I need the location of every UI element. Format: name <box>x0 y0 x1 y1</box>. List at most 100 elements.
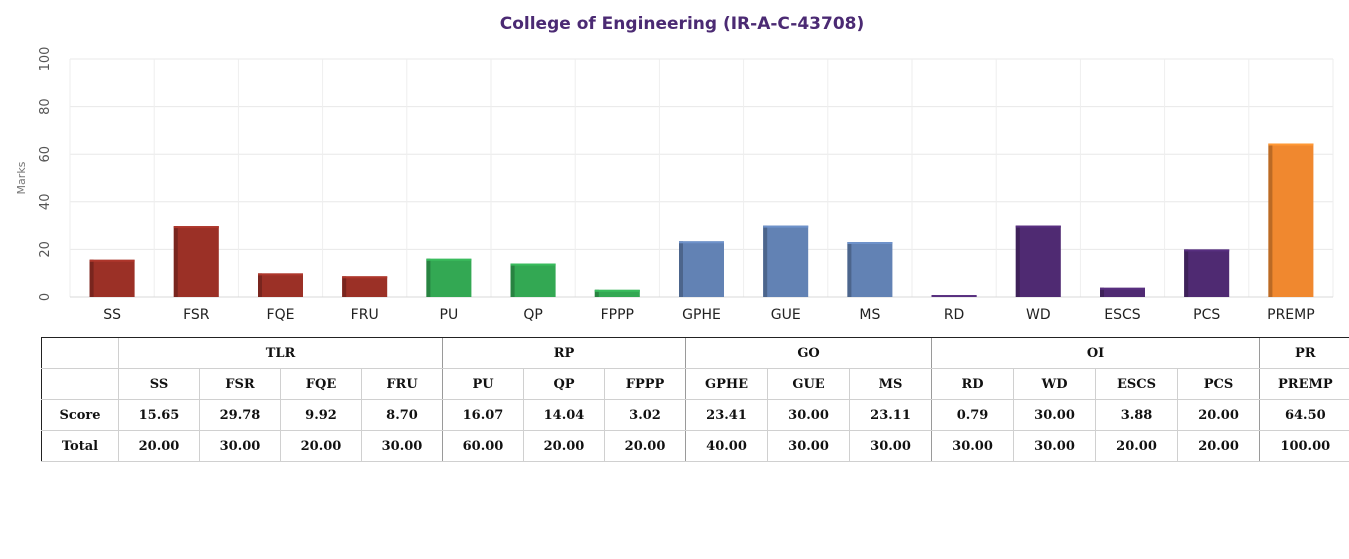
bar-gue <box>763 225 809 297</box>
param-header: PU <box>442 368 524 400</box>
bar-top-highlight <box>89 259 135 262</box>
x-tick-label: PCS <box>1193 307 1220 323</box>
bar-side-shade <box>594 289 599 297</box>
score-cell: 20.00 <box>1177 399 1260 431</box>
bar-escs <box>1100 287 1145 297</box>
bar-side-shade <box>173 226 178 297</box>
bar-top-highlight <box>1015 225 1061 228</box>
bar-body <box>847 241 893 297</box>
bar-fppp <box>594 289 640 297</box>
bar-top-highlight <box>1184 249 1230 252</box>
bar-pcs <box>1184 249 1230 297</box>
bar-body <box>594 289 640 297</box>
bar-top-highlight <box>426 258 472 261</box>
group-header-tlr: TLR <box>118 337 443 369</box>
bar-wd <box>1015 225 1061 297</box>
bar-side-shade <box>1015 225 1020 297</box>
bar-body <box>1015 225 1061 297</box>
bar-top-highlight <box>931 295 977 297</box>
bar-top-highlight <box>173 226 219 229</box>
score-cell: 3.02 <box>603 399 686 431</box>
bar-fsr <box>173 226 219 297</box>
table-row-label-blank <box>41 368 119 400</box>
bar-side-shade <box>510 263 515 297</box>
param-header: QP <box>523 368 605 400</box>
bar-fru <box>342 276 388 297</box>
param-header: GUE <box>767 368 850 400</box>
bar-side-shade <box>258 273 262 297</box>
bar-gphe <box>679 241 724 297</box>
total-cell: 30.00 <box>849 430 932 462</box>
x-tick-label: WD <box>1026 307 1051 323</box>
bar-side-shade <box>1184 249 1189 297</box>
bar-body <box>1100 287 1145 297</box>
total-cell: 20.00 <box>118 430 200 462</box>
score-cell: 8.70 <box>361 399 443 431</box>
x-tick-label: FSR <box>183 307 210 323</box>
group-header-rp: RP <box>441 337 686 369</box>
score-cell: 23.41 <box>685 399 768 431</box>
bars <box>89 143 1314 297</box>
total-cell: 20.00 <box>280 430 362 462</box>
bar-body <box>1268 143 1314 297</box>
total-cell: 30.00 <box>199 430 281 462</box>
total-cell: 100.00 <box>1259 430 1349 462</box>
y-axis-ticks: 0 20 40 60 80 100 <box>38 47 53 302</box>
bar-side-shade <box>847 241 852 297</box>
bar-body <box>426 258 472 297</box>
table-param-row: SS FSR FQE FRU PU QP FPPP GPHE GUE MS RD… <box>41 368 1349 400</box>
x-tick-label: GUE <box>771 307 801 323</box>
chart-title: College of Engineering (IR-A-C-43708) <box>500 14 865 34</box>
bar-top-highlight <box>1268 143 1314 146</box>
score-cell: 23.11 <box>849 399 932 431</box>
bar-top-highlight <box>258 273 303 276</box>
total-cell: 40.00 <box>685 430 768 462</box>
total-cell: 20.00 <box>603 430 686 462</box>
total-cell: 30.00 <box>1013 430 1096 462</box>
bar-side-shade <box>679 241 683 297</box>
bar-side-shade <box>342 276 347 297</box>
bar-top-highlight <box>510 263 556 266</box>
y-tick-label: 40 <box>38 194 53 211</box>
y-tick-label: 100 <box>38 47 53 72</box>
bar-body <box>510 263 556 297</box>
y-tick-label: 60 <box>38 146 53 163</box>
bar-body <box>763 225 809 297</box>
row-label-score: Score <box>41 399 119 431</box>
bar-body <box>679 241 724 297</box>
score-cell: 14.04 <box>523 399 605 431</box>
score-cell: 30.00 <box>1013 399 1096 431</box>
x-tick-label: GPHE <box>682 307 721 323</box>
bar-top-highlight <box>594 289 640 292</box>
score-cell: 30.00 <box>767 399 850 431</box>
x-tick-label: MS <box>859 307 880 323</box>
table-group-row: TLR RP GO OI PR <box>41 337 1349 369</box>
bar-body <box>342 276 388 297</box>
bar-side-shade <box>1100 287 1104 297</box>
bar-fqe <box>258 273 303 297</box>
x-tick-label: PU <box>440 307 459 323</box>
param-header: PCS <box>1177 368 1260 400</box>
total-cell: 30.00 <box>361 430 443 462</box>
score-cell: 15.65 <box>118 399 200 431</box>
bar-body <box>258 273 303 297</box>
param-header: ESCS <box>1095 368 1178 400</box>
group-header-oi: OI <box>931 337 1260 369</box>
bar-top-highlight <box>342 276 388 279</box>
bar-pu <box>426 258 472 297</box>
x-axis-labels: SS FSR FQE FRU PU QP FPPP GPHE GUE MS RD WD ESCS PCS P… <box>103 307 1314 323</box>
table-row-total: Total 20.00 30.00 20.00 30.00 60.00 20.0… <box>41 430 1349 462</box>
x-tick-label: FRU <box>351 307 379 323</box>
param-header: SS <box>118 368 200 400</box>
bar-side-shade <box>763 225 768 297</box>
param-header: MS <box>849 368 932 400</box>
x-tick-label: RD <box>944 307 965 323</box>
param-header: FPPP <box>603 368 686 400</box>
row-label-total: Total <box>41 430 119 462</box>
x-tick-label: PREMP <box>1267 307 1315 323</box>
total-cell: 20.00 <box>1095 430 1178 462</box>
param-header: GPHE <box>685 368 768 400</box>
bar-qp <box>510 263 556 297</box>
bar-side-shade <box>426 258 431 297</box>
total-cell: 20.00 <box>1177 430 1260 462</box>
